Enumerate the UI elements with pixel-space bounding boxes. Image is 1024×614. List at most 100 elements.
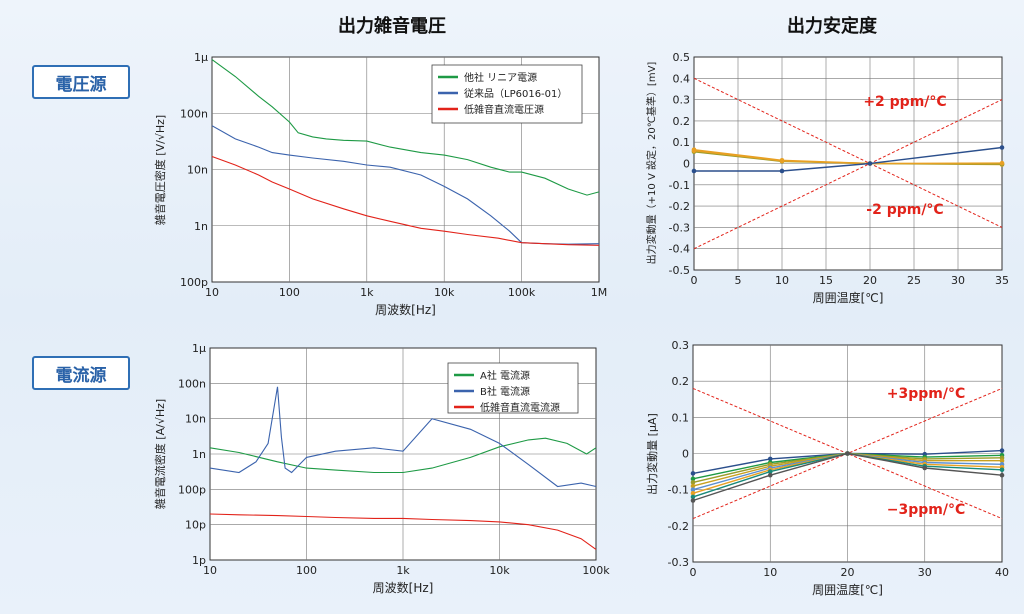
voltage_stability-y-tick: 0.1 bbox=[673, 136, 691, 149]
current_noise-series-line bbox=[209, 513, 597, 550]
voltage_stability-y-tick: 0 bbox=[683, 158, 690, 171]
voltage_noise-x-label: 周波数[Hz] bbox=[375, 302, 436, 317]
voltage_noise-x-tick: 1M bbox=[591, 286, 608, 299]
current_stability-y-tick: -0.1 bbox=[668, 484, 689, 497]
noise-heading: 出力雑音電圧 bbox=[338, 16, 446, 37]
voltage_noise-x-tick: 100k bbox=[508, 286, 536, 299]
current_stability-series-point bbox=[690, 498, 696, 503]
stability-heading: 出力安定度 bbox=[787, 16, 877, 37]
voltage_stability-series-point bbox=[779, 158, 785, 164]
voltage_noise-y-tick: 100p bbox=[180, 276, 208, 289]
current_stability-y-tick: 0 bbox=[682, 448, 689, 461]
voltage_stability-x-tick: 25 bbox=[907, 274, 921, 287]
voltage_stability-series-line bbox=[694, 146, 1003, 172]
current_stability-y-tick: -0.3 bbox=[668, 556, 689, 569]
current_stability-series-point bbox=[767, 472, 773, 478]
current_stability-series-point bbox=[690, 471, 696, 476]
voltage_stability-y-label: 出力変動量（+10 V 設定，20℃基準）[mV] bbox=[645, 62, 658, 265]
voltage_stability-x-label: 周囲温度[℃] bbox=[813, 290, 884, 305]
current_noise-legend bbox=[447, 362, 579, 414]
current_stability-x-label: 周囲温度[℃] bbox=[812, 582, 883, 597]
voltage_stability-x-tick: 15 bbox=[819, 274, 833, 287]
current_stability-series-point bbox=[999, 448, 1005, 453]
voltage_stability-y-tick: 0.4 bbox=[673, 72, 691, 85]
voltage_stability-series-point bbox=[691, 148, 697, 154]
voltage_noise-x-tick: 100 bbox=[279, 286, 300, 299]
current_noise-legend-label: B社 電流源 bbox=[480, 385, 530, 398]
current_noise-x-label: 周波数[Hz] bbox=[373, 580, 434, 595]
voltage_stability-y-tick: 0.3 bbox=[673, 94, 691, 107]
voltage_noise-x-tick: 10 bbox=[205, 286, 219, 299]
voltage_stability-series-line bbox=[693, 150, 1003, 165]
voltage_stability-x-tick: 35 bbox=[995, 274, 1009, 287]
current_stability-x-tick: 0 bbox=[690, 566, 697, 579]
voltage_stability-series-point bbox=[999, 145, 1005, 150]
current_stability-y-tick: 0.1 bbox=[672, 411, 690, 424]
voltage_stability-y-tick: -0.4 bbox=[669, 243, 690, 256]
current_noise-y-tick: 10n bbox=[185, 413, 206, 426]
current_stability-series-point bbox=[690, 483, 696, 489]
current_noise-y-label: 雑音電流密度 [A/√Hz] bbox=[153, 399, 167, 509]
current_noise-x-tick: 100k bbox=[582, 564, 610, 577]
voltage_stability-x-tick: 0 bbox=[691, 274, 698, 287]
current_noise-x-tick: 100 bbox=[296, 564, 317, 577]
voltage_noise-series-line bbox=[211, 59, 600, 196]
current_noise-series-line bbox=[209, 386, 597, 488]
voltage_stability-series-point bbox=[867, 161, 873, 166]
current_stability-x-tick: 40 bbox=[995, 566, 1009, 579]
current_noise-y-tick: 100n bbox=[178, 377, 206, 390]
voltage_stability-y-tick: 0.5 bbox=[673, 51, 691, 64]
current_noise-x-tick: 1k bbox=[396, 564, 410, 577]
current_noise-legend-label: 低雑音直流電流源 bbox=[480, 401, 560, 414]
voltage_noise-legend-label: 他社 リニア電源 bbox=[464, 71, 537, 84]
voltage_noise-y-tick: 1n bbox=[194, 220, 208, 233]
voltage_stability-x-tick: 30 bbox=[951, 274, 965, 287]
voltage_stability-y-tick: -0.2 bbox=[669, 200, 690, 213]
current_stability-series-point bbox=[690, 490, 696, 496]
current_noise-series-line bbox=[209, 437, 597, 474]
voltage_stability-guide-line bbox=[693, 77, 1003, 228]
current-source-badge: 電流源 bbox=[32, 356, 130, 390]
current_stability-series-point bbox=[690, 487, 696, 492]
current_stability-series-point bbox=[690, 476, 696, 482]
voltage_stability-series-point bbox=[691, 168, 697, 174]
voltage_stability-x-tick: 5 bbox=[735, 274, 742, 287]
current_stability-guide-label: −3ppm/°C bbox=[887, 502, 966, 518]
current_stability-series-point bbox=[999, 467, 1005, 473]
current_noise-x-tick: 10k bbox=[489, 564, 510, 577]
current_stability-series-point bbox=[922, 465, 928, 471]
voltage-source-badge: 電圧源 bbox=[32, 65, 130, 99]
current_noise-y-tick: 1n bbox=[192, 448, 206, 461]
voltage_stability-guide-line bbox=[693, 99, 1003, 250]
current_stability-series-point bbox=[999, 458, 1005, 464]
current_stability-series-point bbox=[767, 456, 773, 462]
voltage_noise-legend-label: 従来品（LP6016-01） bbox=[464, 87, 567, 100]
current_stability-series-point bbox=[767, 469, 773, 474]
current_noise-legend-label: A社 電流源 bbox=[480, 369, 530, 382]
voltage_stability-y-tick: -0.5 bbox=[669, 264, 690, 277]
current_noise-y-tick: 1p bbox=[192, 554, 206, 567]
voltage_noise-x-tick: 1k bbox=[360, 286, 374, 299]
voltage_stability-guide-label: +2 ppm/°C bbox=[863, 94, 946, 110]
current_stability-series-point bbox=[690, 494, 696, 500]
current_stability-y-tick: 0.3 bbox=[672, 339, 690, 352]
voltage_stability-series-point bbox=[779, 168, 785, 174]
current_noise-x-tick: 10 bbox=[203, 564, 217, 577]
voltage_stability-x-tick: 10 bbox=[775, 274, 789, 287]
voltage_noise-x-tick: 10k bbox=[434, 286, 455, 299]
voltage_stability-y-tick: -0.1 bbox=[669, 179, 690, 192]
voltage_stability-guide-label: -2 ppm/°C bbox=[866, 202, 943, 218]
current_stability-guide-label: +3ppm/°C bbox=[887, 386, 966, 402]
current_stability-x-tick: 10 bbox=[763, 566, 777, 579]
voltage_noise-y-tick: 1μ bbox=[194, 51, 208, 64]
current_stability-y-tick: 0.2 bbox=[672, 375, 690, 388]
voltage_stability-series-point bbox=[999, 160, 1005, 166]
voltage_noise-series-line bbox=[211, 155, 600, 246]
voltage_noise-legend-label: 低雑音直流電圧源 bbox=[464, 103, 544, 116]
voltage_noise-y-label: 雑音電圧密度 [V/√Hz] bbox=[153, 115, 167, 225]
current_stability-x-tick: 20 bbox=[841, 566, 855, 579]
current_stability-y-tick: -0.2 bbox=[668, 520, 689, 533]
current_stability-y-label: 出力変動量 [μA] bbox=[645, 413, 659, 495]
current_noise-y-tick: 1μ bbox=[192, 342, 206, 355]
